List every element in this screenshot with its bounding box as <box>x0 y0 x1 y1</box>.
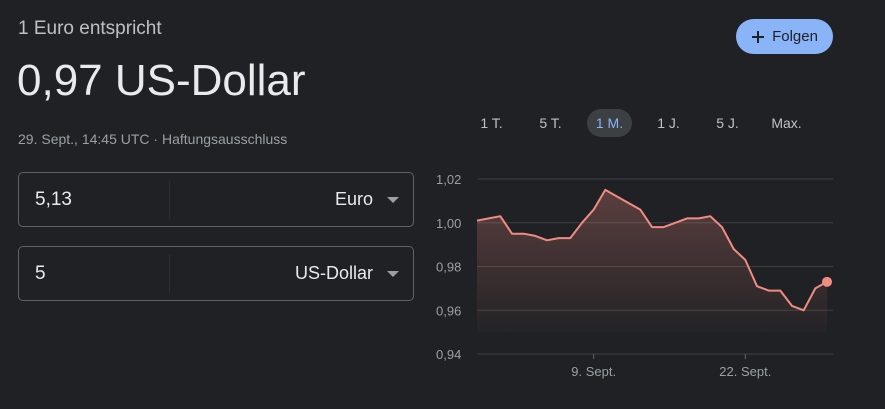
subtitle: 1 Euro entspricht <box>18 18 162 39</box>
range-tab[interactable]: 1 J. <box>639 108 698 138</box>
range-tab[interactable]: 1 T. <box>462 108 521 138</box>
y-tick-label: 0,96 <box>436 303 461 318</box>
y-tick-label: 1,00 <box>436 216 461 231</box>
dropdown-caret <box>387 271 399 277</box>
range-label: Max. <box>771 115 802 131</box>
separator: · <box>153 131 159 147</box>
y-tick-label: 1,02 <box>436 172 461 187</box>
range-tabs: 1 T. 5 T. 1 M. 1 J. 5 J. Max. <box>462 108 816 138</box>
range-tab[interactable]: 5 T. <box>521 108 580 138</box>
amount-input[interactable]: 5 US-Dollar <box>18 246 414 301</box>
result: 0,97 US-Dollar <box>17 56 306 105</box>
line-area <box>477 189 827 332</box>
divider <box>169 255 170 293</box>
range-label: 5 T. <box>539 115 562 131</box>
y-tick-label: 0,98 <box>436 260 461 275</box>
last-point <box>822 276 832 287</box>
range-tab[interactable]: Max. <box>757 108 816 138</box>
amount: 5 <box>35 263 46 284</box>
range-label: 1 M. <box>586 109 633 137</box>
y-tick-label: 0,94 <box>436 347 461 362</box>
dropdown-caret <box>387 197 399 203</box>
disclaimer-link[interactable]: Haftungsausschluss <box>161 131 288 147</box>
line <box>476 188 828 312</box>
meta: 29. Sept., 14:45 UTC · Haftungsausschlus… <box>18 131 287 147</box>
currency[interactable]: US-Dollar <box>294 263 373 283</box>
range-label: 5 J. <box>716 115 739 131</box>
timestamp: 29. Sept., 14:45 UTC <box>18 131 150 147</box>
follow-button[interactable]: Folgen <box>736 19 833 54</box>
range-tab[interactable]: 5 J. <box>698 108 757 138</box>
plus-icon <box>752 30 765 43</box>
follow-label: Folgen <box>772 28 818 45</box>
range-tab[interactable]: 1 M. <box>580 108 639 138</box>
range-label: 1 T. <box>480 115 503 131</box>
divider <box>169 181 170 219</box>
amount-input[interactable]: 5,13 Euro <box>18 172 414 227</box>
x-tick-label: 22. Sept. <box>719 364 771 379</box>
amount: 5,13 <box>35 189 72 210</box>
range-label: 1 J. <box>657 115 680 131</box>
currency[interactable]: Euro <box>334 189 373 209</box>
x-tick-label: 9. Sept. <box>571 364 616 379</box>
